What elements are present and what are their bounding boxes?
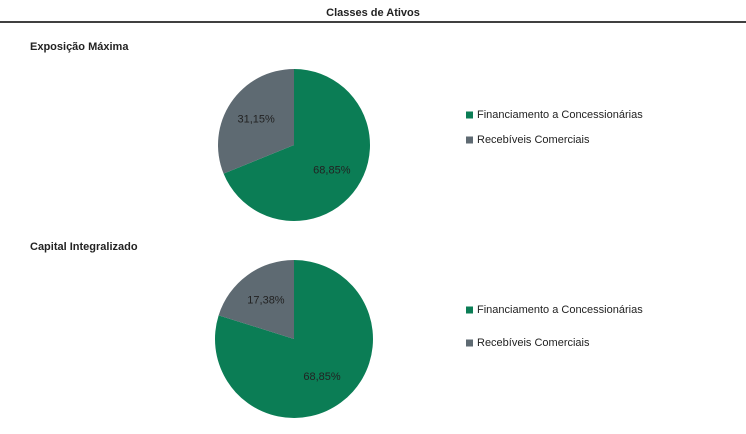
legend-label: Financiamento a Concessionárias [477, 109, 643, 121]
slice-label: 17,38% [247, 295, 285, 307]
legend-label: Financiamento a Concessionárias [477, 304, 643, 316]
legend-swatch [466, 111, 473, 119]
pie-slice [223, 69, 370, 221]
chart-title: Exposição Máxima [30, 41, 129, 53]
page-title: Classes de Ativos [326, 7, 420, 19]
legend-swatch [466, 136, 473, 144]
pie-slice [215, 260, 374, 419]
pie-slice [218, 260, 294, 339]
legend-swatch [466, 339, 473, 347]
slice-label: 31,15% [238, 113, 276, 125]
slice-label: 68,85% [303, 371, 341, 383]
pie-slice [217, 69, 294, 174]
legend-label: Recebíveis Comerciais [477, 337, 590, 349]
chart-title: Capital Integralizado [30, 241, 138, 253]
slice-label: 68,85% [313, 164, 351, 176]
legend-label: Recebíveis Comerciais [477, 134, 590, 146]
legend-swatch [466, 306, 473, 314]
